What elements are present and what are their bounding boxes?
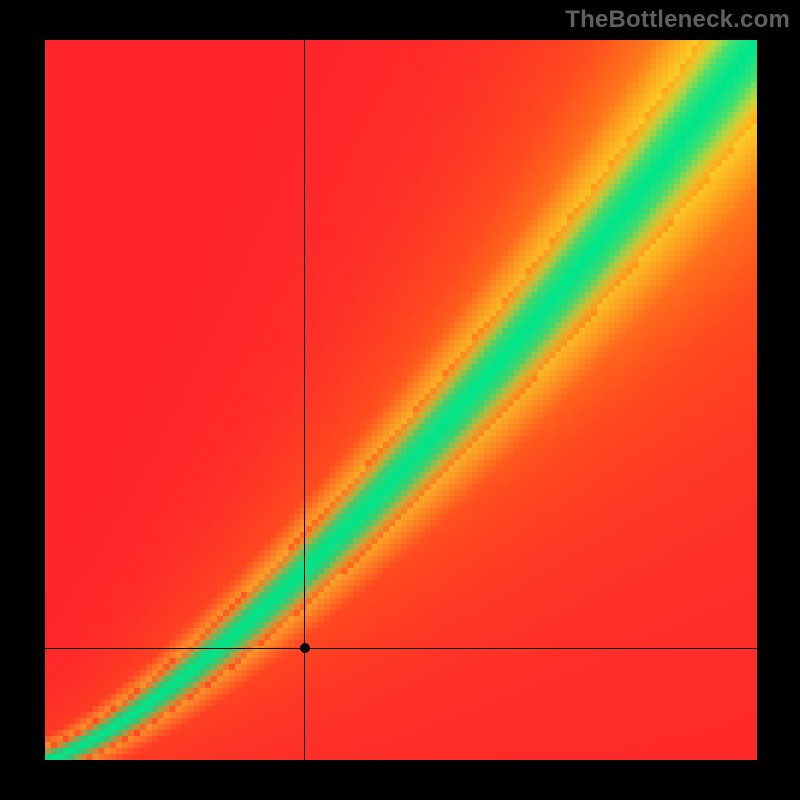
crosshair-horizontal xyxy=(45,648,757,649)
watermark-text: TheBottleneck.com xyxy=(565,6,790,34)
bottleneck-heatmap-canvas xyxy=(45,40,757,760)
page-root: TheBottleneck.com xyxy=(0,0,800,800)
bottleneck-heatmap-frame xyxy=(45,40,757,760)
